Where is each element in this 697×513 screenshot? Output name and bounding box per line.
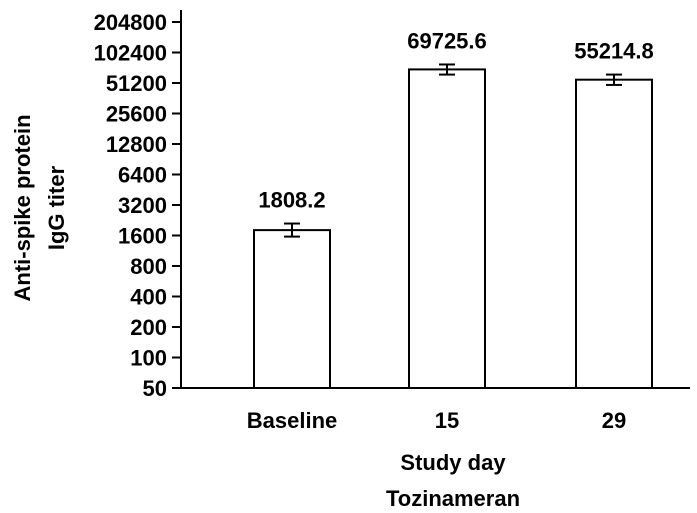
y-axis-title-line1: Anti-spike protein xyxy=(10,114,35,301)
y-tick-label: 25600 xyxy=(106,102,167,127)
y-tick-label: 12800 xyxy=(106,132,167,157)
error-bar xyxy=(439,63,455,76)
y-tick-label: 200 xyxy=(130,315,167,340)
y-tick-label: 3200 xyxy=(118,193,167,218)
bars: 1808.2 69725.6 55214.8 xyxy=(253,28,654,389)
x-axis-title: Study day xyxy=(400,450,506,475)
y-tick-label: 204800 xyxy=(94,10,167,35)
bar xyxy=(575,78,653,389)
y-tick-label: 100 xyxy=(130,346,167,371)
x-tick-label: 29 xyxy=(602,408,626,433)
bar xyxy=(408,68,486,389)
error-bar xyxy=(606,73,622,86)
error-bar xyxy=(284,222,300,238)
x-axis-subtitle: Tozinameran xyxy=(386,486,520,511)
y-tick-label: 6400 xyxy=(118,163,167,188)
bar xyxy=(253,229,331,389)
data-label: 69725.6 xyxy=(407,28,487,53)
x-axis: Baseline 15 29 xyxy=(181,387,690,433)
y-axis: 50 100 200 400 800 1600 3200 6400 12800 25600 5120… xyxy=(94,10,182,401)
y-tick-label: 400 xyxy=(130,285,167,310)
y-tick-label: 102400 xyxy=(94,41,167,66)
y-tick-label: 51200 xyxy=(106,71,167,96)
x-tick-label: 15 xyxy=(435,408,459,433)
x-tick-label: Baseline xyxy=(247,408,338,433)
axis-titles: Anti-spike protein IgG titer Study day T… xyxy=(10,114,520,511)
data-label: 1808.2 xyxy=(258,188,325,213)
y-axis-title-line2: IgG titer xyxy=(44,165,69,250)
y-tick-label: 800 xyxy=(130,254,167,279)
data-label: 55214.8 xyxy=(574,39,654,64)
y-tick-label: 50 xyxy=(143,376,167,401)
y-tick-label: 1600 xyxy=(118,224,167,249)
